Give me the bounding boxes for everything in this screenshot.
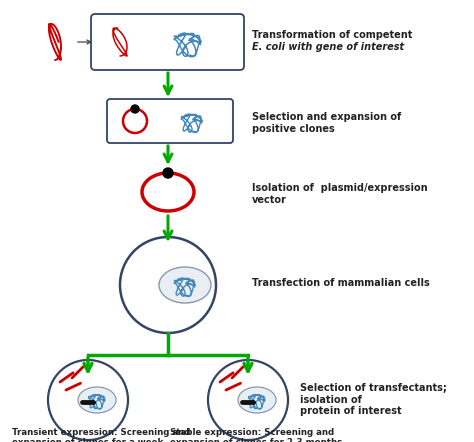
Ellipse shape	[159, 267, 211, 303]
Text: Stable expression: Screening and: Stable expression: Screening and	[170, 428, 334, 437]
Text: Transient expression: Screening and: Transient expression: Screening and	[12, 428, 191, 437]
Text: expansion of clones for a week: expansion of clones for a week	[12, 438, 164, 442]
Text: Selection of transfectants;
isolation of
protein of interest: Selection of transfectants; isolation of…	[300, 383, 447, 416]
Text: Selection and expansion of
positive clones: Selection and expansion of positive clon…	[252, 112, 401, 133]
Circle shape	[163, 168, 173, 178]
Text: E. coli with gene of interest: E. coli with gene of interest	[252, 42, 404, 52]
Text: expansion of clones for 2-3 months: expansion of clones for 2-3 months	[170, 438, 342, 442]
Text: Transformation of competent: Transformation of competent	[252, 30, 412, 40]
Ellipse shape	[238, 387, 276, 413]
Text: Transfection of mammalian cells: Transfection of mammalian cells	[252, 278, 430, 288]
FancyBboxPatch shape	[107, 99, 233, 143]
Text: Isolation of  plasmid/expression
vector: Isolation of plasmid/expression vector	[252, 183, 428, 205]
Circle shape	[131, 105, 139, 113]
FancyBboxPatch shape	[91, 14, 244, 70]
Ellipse shape	[78, 387, 116, 413]
